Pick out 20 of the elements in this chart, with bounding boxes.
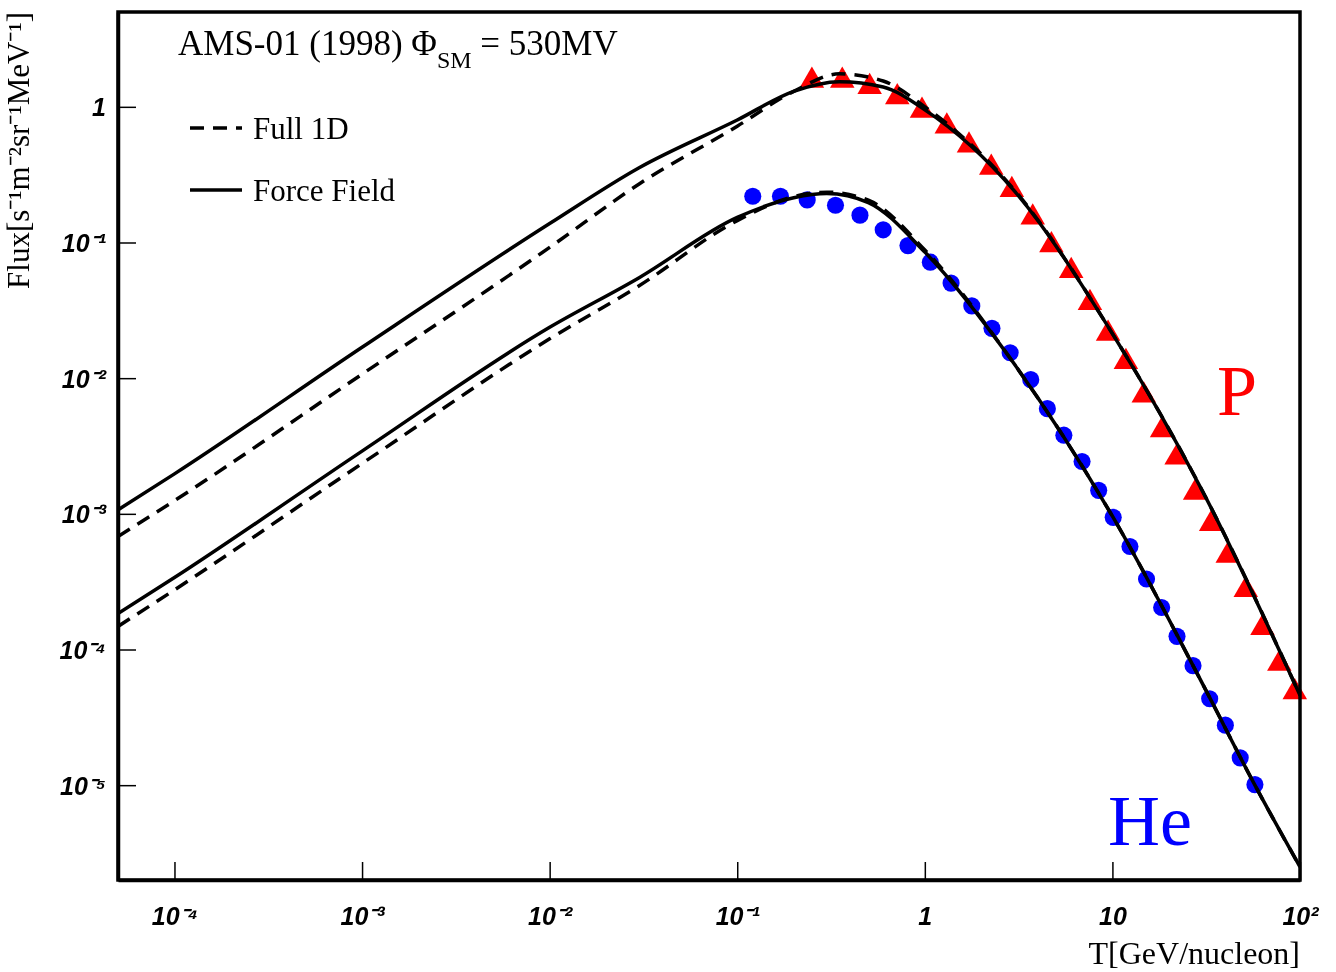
series-label: P bbox=[1217, 351, 1258, 432]
y-tick-label: 10⁻⁵ bbox=[60, 771, 106, 800]
x-axis-title: T[GeV/nucleon] bbox=[1088, 935, 1300, 971]
x-tick-label: 1 bbox=[918, 902, 933, 930]
x-tick-label: 10 bbox=[1099, 902, 1127, 930]
y-axis-title: Flux[s⁻¹m⁻²sr⁻¹MeV⁻¹] bbox=[1, 12, 36, 289]
legend-label: Force Field bbox=[253, 173, 396, 208]
series-label: He bbox=[1107, 780, 1192, 861]
y-tick-label: 1 bbox=[92, 93, 106, 122]
x-tick-label: 10⁻⁴ bbox=[151, 902, 199, 930]
x-tick-label: 10⁻² bbox=[528, 902, 573, 930]
x-tick-label: 10² bbox=[1282, 902, 1320, 930]
y-tick-label: 10⁻³ bbox=[61, 500, 107, 529]
legend-label: Full 1D bbox=[253, 111, 349, 146]
x-tick-label: 10⁻¹ bbox=[715, 902, 761, 930]
x-tick-label: 10⁻³ bbox=[340, 902, 386, 930]
annotation: AMS-01 (1998) Φ$_{SM}$ = 530MV bbox=[178, 24, 618, 73]
y-tick-label: 10⁻⁴ bbox=[59, 636, 106, 664]
y-tick-label: 10⁻² bbox=[61, 364, 107, 393]
y-tick-label: 10⁻¹ bbox=[61, 229, 107, 257]
